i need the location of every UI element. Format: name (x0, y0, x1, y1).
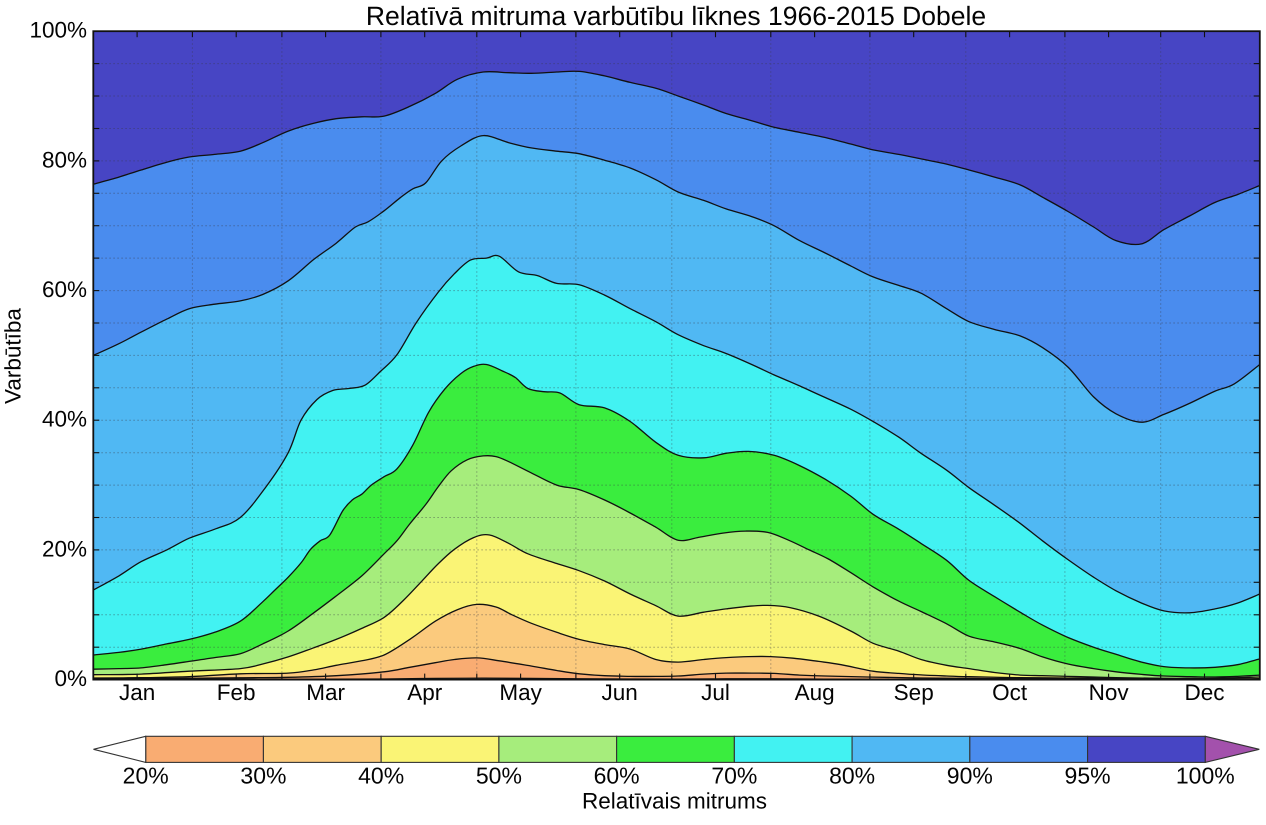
svg-text:30%: 30% (240, 762, 286, 788)
svg-text:40%: 40% (358, 762, 404, 788)
svg-text:Oct: Oct (992, 680, 1028, 705)
svg-text:Apr: Apr (407, 680, 443, 705)
svg-text:20%: 20% (42, 536, 87, 561)
svg-text:40%: 40% (42, 407, 87, 432)
svg-text:Feb: Feb (217, 680, 256, 705)
svg-text:Jan: Jan (119, 680, 155, 705)
svg-text:Sep: Sep (894, 680, 934, 705)
svg-text:80%: 80% (42, 147, 87, 172)
svg-text:60%: 60% (42, 277, 87, 302)
svg-text:Relatīvā mitruma varbūtību līk: Relatīvā mitruma varbūtību līknes 1966-2… (366, 1, 986, 31)
svg-text:95%: 95% (1065, 762, 1111, 788)
svg-text:70%: 70% (711, 762, 757, 788)
svg-text:90%: 90% (947, 762, 993, 788)
svg-text:Relatīvais mitrums: Relatīvais mitrums (582, 789, 767, 814)
svg-text:Jun: Jun (602, 680, 638, 705)
svg-text:20%: 20% (123, 762, 169, 788)
svg-text:Varbūtība: Varbūtība (1, 308, 26, 404)
svg-text:Mar: Mar (306, 680, 345, 705)
svg-text:0%: 0% (54, 666, 87, 691)
svg-text:Dec: Dec (1184, 680, 1224, 705)
svg-text:60%: 60% (594, 762, 640, 788)
svg-text:Aug: Aug (795, 680, 835, 705)
svg-text:100%: 100% (1176, 762, 1235, 788)
svg-text:Jul: Jul (701, 680, 730, 705)
svg-text:May: May (499, 680, 542, 705)
svg-text:Nov: Nov (1089, 680, 1130, 705)
svg-text:50%: 50% (476, 762, 522, 788)
svg-text:100%: 100% (29, 18, 87, 43)
svg-text:80%: 80% (829, 762, 875, 788)
